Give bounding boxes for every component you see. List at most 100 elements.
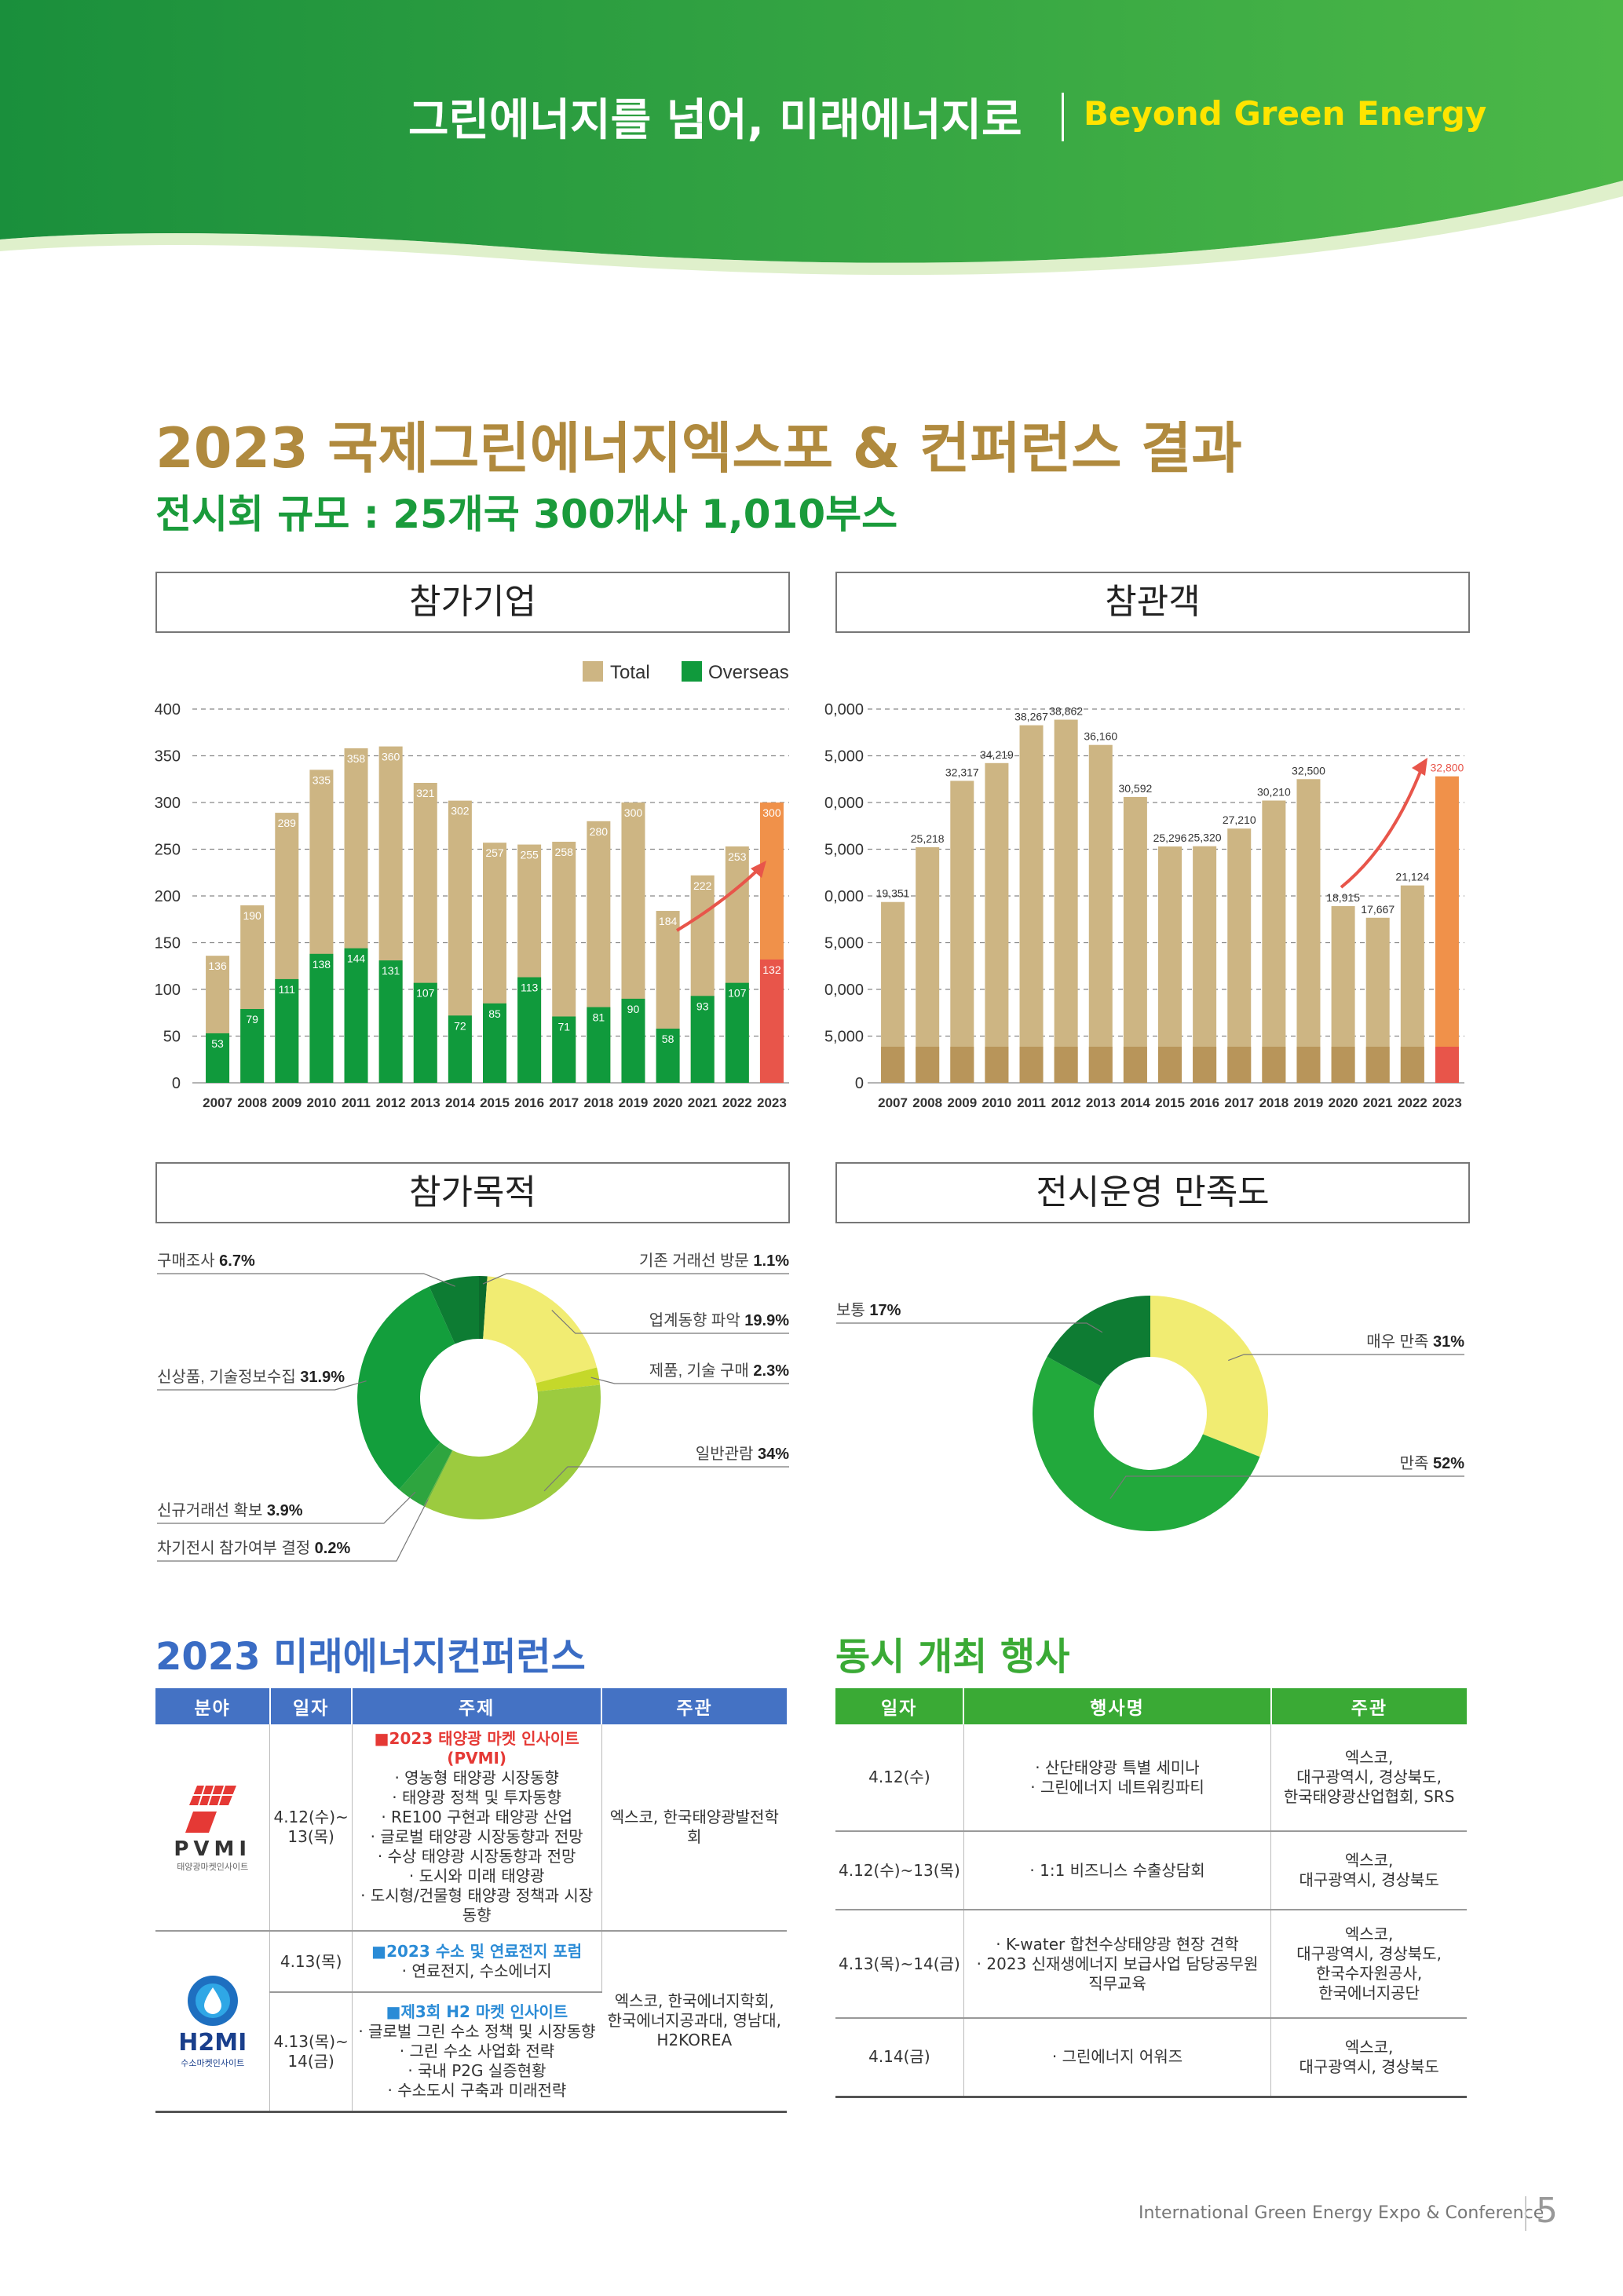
section-satisfaction: 전시운영 만족도 — [835, 1162, 1470, 1223]
y-tick-label: 40,000 — [824, 701, 864, 718]
bar-base — [1331, 1047, 1355, 1083]
leader-line — [157, 1380, 367, 1391]
slice-label: 매우 만족 31% — [1366, 1333, 1464, 1351]
x-tick-label: 2017 — [549, 1095, 579, 1110]
data-label-total: 190 — [243, 909, 261, 922]
h2mi-topics-1: ■2023 수소 및 연료전지 포럼 · 연료전지, 수소에너지 — [352, 1931, 602, 1993]
bar-visitors — [1054, 719, 1078, 1083]
x-tick-label: 2016 — [1190, 1095, 1219, 1110]
leader-line — [157, 1499, 429, 1562]
bar-visitors — [1227, 828, 1252, 1083]
companies-bar-chart: 0 50 100 150 200 250 300 350 400 Total Overseas 136… — [155, 661, 789, 1110]
pvmi-topics: ■2023 태양광 마켓 인사이트(PVMI) · 영농형 태양광 시장동향 ·… — [352, 1724, 602, 1932]
bar-base — [1088, 1047, 1113, 1083]
pvmi-logo-sub: 태양광마켓인사이트 — [177, 1862, 249, 1873]
conf-header-field: 분야 — [155, 1688, 271, 1724]
pvmi-topic-item: · 글로벌 태양광 시장동향과 전망 — [370, 1827, 583, 1846]
events-header-host: 주관 — [1270, 1688, 1467, 1724]
h2mi-topic-item: · 그린 수소 사업화 전략 — [399, 2042, 555, 2061]
conference-title: 2023 미래에너지컨퍼런스 — [155, 1635, 586, 1679]
bar-base — [881, 1047, 905, 1083]
h2mi-topic-item: · 수소도시 구축과 미래전략 — [387, 2081, 567, 2100]
x-tick-label: 2023 — [757, 1095, 787, 1110]
data-label-overseas: 107 — [416, 987, 435, 1000]
bar-base — [985, 1047, 1009, 1083]
leader-line — [157, 1273, 455, 1287]
event-host: 엑스코, 대구광역시, 경상북도, 한국수자원공사, 한국에너지공단 — [1270, 1910, 1467, 2019]
donut-slice — [429, 1276, 479, 1344]
leader-line — [590, 1377, 789, 1384]
header-title: 그린에너지를 넘어, 미래에너지로 — [408, 95, 1022, 146]
y-tick-label: 35,000 — [824, 748, 864, 766]
h2mi-topic-item: · 국내 P2G 실증현황 — [408, 2061, 546, 2081]
donut-slice — [536, 1367, 601, 1392]
pvmi-topic-item: · 수상 태양광 시장동향과 전망 — [377, 1847, 576, 1866]
data-label: 25,296 — [1153, 832, 1187, 844]
event-host: 엑스코, 대구광역시, 경상북도, 한국태양광산업협회, SRS — [1270, 1724, 1467, 1832]
pvmi-topic-item: · 도시와 미래 태양광 — [408, 1866, 545, 1885]
data-label: 30,592 — [1118, 782, 1152, 795]
data-label-total: 358 — [347, 752, 366, 765]
header-divider — [1062, 93, 1064, 141]
data-label-total: 335 — [313, 773, 331, 786]
leader-line — [551, 1310, 789, 1334]
conf-header-date: 일자 — [269, 1688, 353, 1724]
data-label-total: 222 — [693, 879, 712, 892]
bar-base — [1262, 1047, 1286, 1083]
y-tick-label: 30,000 — [824, 795, 864, 812]
x-tick-label: 2018 — [1259, 1095, 1289, 1110]
bar-base — [1400, 1047, 1424, 1083]
bar-visitors — [916, 846, 940, 1083]
data-label-overseas: 144 — [347, 952, 366, 965]
event-date: 4.12(수)~13(목) — [835, 1831, 964, 1910]
conf-header-host: 주관 — [601, 1688, 787, 1724]
h2mi-topics-2: ■제3회 H2 마켓 인사이트 · 글로벌 그린 수소 정책 및 시장동향 · … — [352, 1992, 602, 2112]
donut-slice — [1150, 1296, 1268, 1457]
data-label-overseas: 81 — [593, 1011, 605, 1024]
donut-slice — [479, 1276, 488, 1340]
bar-overseas — [621, 998, 645, 1083]
leader-line — [543, 1466, 789, 1492]
events-header-name: 행사명 — [963, 1688, 1272, 1724]
bar-visitors — [1088, 744, 1113, 1083]
bar-overseas — [759, 959, 784, 1083]
bar-visitors — [1435, 776, 1459, 1083]
x-tick-label: 2016 — [514, 1095, 544, 1110]
bar-overseas — [690, 996, 715, 1083]
section-purpose: 참가목적 — [155, 1162, 790, 1223]
h2mi-logo: H2MI 수소마켓인사이트 — [155, 1931, 271, 2112]
page-subtitle: 전시회 규모 : 25개국 300개사 1,010부스 — [155, 492, 898, 537]
header-banner — [0, 0, 1623, 276]
data-label: 38,862 — [1049, 705, 1083, 718]
slice-label: 일반관람 34% — [696, 1445, 789, 1463]
satisfaction-donut-chart: 매우 만족 31% 만족 52% 보통 17% — [836, 1296, 1464, 1531]
bar-base — [1227, 1047, 1252, 1083]
bar-visitors — [950, 781, 974, 1083]
bar-overseas — [517, 977, 542, 1083]
data-label-overseas: 138 — [313, 958, 331, 971]
footer-text: International Green Energy Expo & Confer… — [1139, 2203, 1544, 2223]
bar-visitors — [1123, 796, 1147, 1083]
conf-header-topic: 주제 — [352, 1688, 603, 1724]
x-tick-label: 2020 — [1329, 1095, 1358, 1110]
table-row: 4.12(수) · 산단태양광 특별 세미나 · 그린에너지 네트워킹파티 엑스… — [835, 1724, 1467, 1832]
x-tick-label: 2020 — [653, 1095, 683, 1110]
leader-line — [836, 1322, 1103, 1333]
h2mi-logo-icon — [187, 1976, 238, 2027]
x-tick-label: 2023 — [1432, 1095, 1462, 1110]
slice-label: 업계동향 파악 19.9% — [649, 1311, 789, 1329]
x-tick-label: 2018 — [583, 1095, 613, 1110]
pvmi-topic-item: · 태양광 정책 및 투자동향 — [392, 1788, 562, 1807]
data-label-total: 258 — [555, 846, 574, 858]
h2mi-date-2: 4.13(목)~ 14(금) — [269, 1992, 353, 2112]
y-tick-label: 10,000 — [824, 982, 864, 999]
x-tick-label: 2015 — [480, 1095, 510, 1110]
bar-base — [1193, 1047, 1217, 1083]
bar-visitors — [985, 762, 1009, 1083]
section-visitors: 참관객 — [835, 572, 1470, 633]
legend-label-total: Total — [610, 662, 650, 683]
conference-table: 분야 일자 주제 주관 PVMI 태양광마켓인사이트 4.12(수)~ 13(목… — [155, 1688, 787, 2113]
trend-arrow — [675, 868, 759, 932]
pvmi-topic-item: · 도시형/건물형 태양광 정책과 시장동향 — [360, 1886, 594, 1925]
data-label: 38,267 — [1014, 711, 1048, 723]
